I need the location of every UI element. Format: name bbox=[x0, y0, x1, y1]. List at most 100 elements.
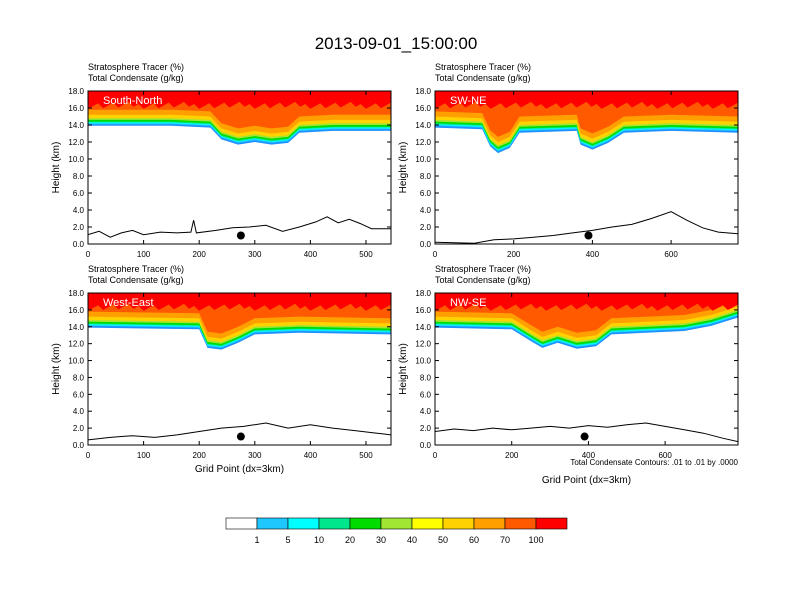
x-tick-label: 0 bbox=[86, 451, 91, 460]
y-tick-label: 12.0 bbox=[415, 340, 431, 349]
tracer-band-top bbox=[435, 91, 738, 109]
y-tick-label: 2.0 bbox=[73, 223, 85, 232]
y-tick-label: 8.0 bbox=[73, 373, 85, 382]
y-tick-label: 10.0 bbox=[68, 155, 84, 164]
x-tick-label: 400 bbox=[586, 250, 600, 259]
y-tick-label: 10.0 bbox=[415, 155, 431, 164]
colorbar-swatch bbox=[535, 517, 568, 530]
y-tick-label: 6.0 bbox=[420, 189, 432, 198]
colorbar-swatch bbox=[504, 517, 537, 530]
colorbar-swatch bbox=[256, 517, 289, 530]
x-tick-label: 400 bbox=[304, 451, 318, 460]
location-marker bbox=[580, 432, 589, 441]
colorbar-label: 50 bbox=[438, 535, 448, 545]
colorbar-label: 40 bbox=[407, 535, 417, 545]
terrain-line bbox=[88, 216, 391, 238]
y-tick-label: 8.0 bbox=[420, 172, 432, 181]
location-marker bbox=[236, 231, 245, 240]
x-tick-label: 300 bbox=[248, 451, 262, 460]
y-tick-label: 12.0 bbox=[415, 138, 431, 147]
y-tick-label: 4.0 bbox=[420, 206, 432, 215]
location-marker bbox=[236, 432, 245, 441]
y-tick-label: 2.0 bbox=[420, 424, 432, 433]
y-tick-label: 18.0 bbox=[68, 289, 84, 298]
panel-label-condensate: Total Condensate (g/kg) bbox=[435, 73, 531, 83]
plot-frame bbox=[87, 292, 392, 446]
y-tick-label: 14.0 bbox=[415, 323, 431, 332]
x-tick-label: 500 bbox=[359, 250, 373, 259]
colorbar-swatch bbox=[442, 517, 475, 530]
colorbar-label: 100 bbox=[528, 535, 543, 545]
colorbar-swatch bbox=[225, 517, 258, 530]
y-tick-label: 6.0 bbox=[420, 390, 432, 399]
y-tick-label: 12.0 bbox=[68, 138, 84, 147]
y-tick-label: 2.0 bbox=[420, 223, 432, 232]
colorbar-label: 30 bbox=[376, 535, 386, 545]
tracer-band-top bbox=[435, 293, 738, 311]
plot-area bbox=[435, 293, 738, 445]
colorbar-swatch bbox=[349, 517, 382, 530]
y-tick-label: 18.0 bbox=[415, 289, 431, 298]
y-tick-label: 14.0 bbox=[415, 121, 431, 130]
y-tick-label: 10.0 bbox=[68, 357, 84, 366]
panel-label-tracer: Stratosphere Tracer (%) bbox=[435, 62, 531, 72]
plot-area bbox=[435, 91, 738, 244]
x-tick-label: 600 bbox=[664, 250, 678, 259]
y-tick-label: 0.0 bbox=[420, 441, 432, 450]
location-marker bbox=[584, 231, 593, 240]
panel-label-condensate: Total Condensate (g/kg) bbox=[88, 73, 184, 83]
panel-west-east: Stratosphere Tracer (%)Total Condensate … bbox=[51, 264, 392, 475]
panel-label-tracer: Stratosphere Tracer (%) bbox=[88, 264, 184, 274]
x-tick-label: 0 bbox=[433, 250, 438, 259]
panel-nw-se: Stratosphere Tracer (%)Total Condensate … bbox=[398, 264, 739, 486]
x-tick-label: 400 bbox=[304, 250, 318, 259]
y-tick-label: 16.0 bbox=[415, 306, 431, 315]
y-tick-label: 2.0 bbox=[73, 424, 85, 433]
colorbar-label: 60 bbox=[469, 535, 479, 545]
y-tick-label: 6.0 bbox=[73, 189, 85, 198]
y-tick-label: 0.0 bbox=[73, 441, 85, 450]
tracer-band-top bbox=[88, 91, 391, 109]
plot-frame bbox=[434, 90, 739, 245]
panel-label-condensate: Total Condensate (g/kg) bbox=[435, 275, 531, 285]
figure-title: 2013-09-01_15:00:00 bbox=[315, 34, 478, 53]
y-tick-label: 10.0 bbox=[415, 357, 431, 366]
x-tick-label: 200 bbox=[507, 250, 521, 259]
footnote: Total Condensate Contours: .01 to .01 by… bbox=[570, 458, 738, 467]
y-tick-label: 16.0 bbox=[415, 104, 431, 113]
y-axis-label: Height (km) bbox=[51, 142, 62, 194]
plot-frame bbox=[434, 292, 739, 446]
plot-frame bbox=[87, 90, 392, 245]
colorbar-label: 70 bbox=[500, 535, 510, 545]
x-tick-label: 0 bbox=[86, 250, 91, 259]
x-tick-label: 500 bbox=[359, 451, 373, 460]
colorbar-swatch bbox=[473, 517, 506, 530]
plot-area bbox=[88, 91, 391, 244]
y-tick-label: 18.0 bbox=[68, 87, 84, 96]
plot-area bbox=[88, 293, 391, 445]
x-tick-label: 100 bbox=[137, 250, 151, 259]
x-tick-label: 0 bbox=[433, 451, 438, 460]
terrain-line bbox=[435, 422, 738, 443]
y-axis-label: Height (km) bbox=[398, 343, 409, 395]
y-tick-label: 0.0 bbox=[73, 240, 85, 249]
y-axis-label: Height (km) bbox=[398, 142, 409, 194]
terrain-line bbox=[435, 211, 738, 244]
tracer-band-top bbox=[88, 293, 391, 311]
x-tick-label: 200 bbox=[193, 451, 207, 460]
colorbar: 1 5 10 20 30 40 50 60 70 100 bbox=[225, 517, 568, 545]
panel-title: West-East bbox=[103, 297, 154, 309]
y-tick-label: 6.0 bbox=[73, 390, 85, 399]
panel-label-tracer: Stratosphere Tracer (%) bbox=[88, 62, 184, 72]
y-tick-label: 14.0 bbox=[68, 121, 84, 130]
colorbar-swatch bbox=[318, 517, 351, 530]
x-tick-label: 200 bbox=[193, 250, 207, 259]
y-tick-label: 16.0 bbox=[68, 306, 84, 315]
colorbar-label: 1 bbox=[254, 535, 259, 545]
y-tick-label: 18.0 bbox=[415, 87, 431, 96]
y-tick-label: 12.0 bbox=[68, 340, 84, 349]
y-axis-label: Height (km) bbox=[51, 343, 62, 395]
y-tick-label: 0.0 bbox=[420, 240, 432, 249]
x-tick-label: 300 bbox=[248, 250, 262, 259]
